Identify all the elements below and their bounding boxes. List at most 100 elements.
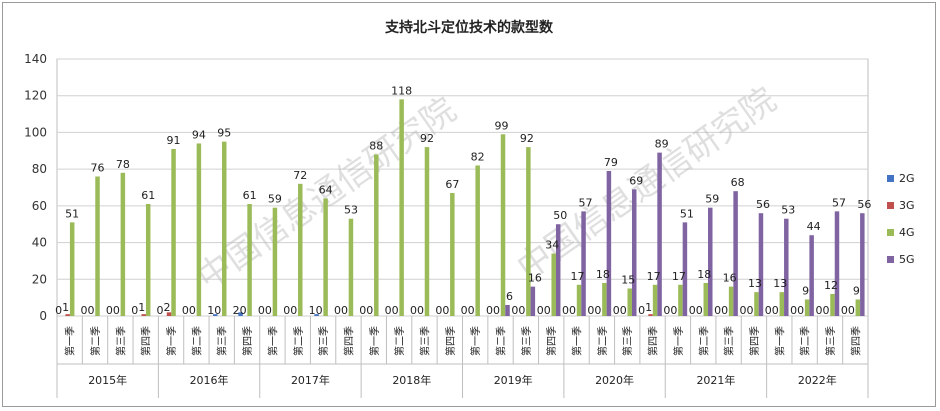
data-label-2G: 0 <box>689 304 696 317</box>
data-label-4G: 13 <box>773 277 787 290</box>
data-label-3G: 0 <box>392 304 399 317</box>
data-label-3G: 0 <box>670 304 677 317</box>
y-tick-label: 60 <box>32 199 47 213</box>
data-label-3G: 0 <box>214 304 221 317</box>
bar-5G <box>682 222 688 316</box>
data-label-2G: 0 <box>537 304 544 317</box>
x-tick-quarter-label: 第二季 <box>292 326 305 356</box>
bar-5G <box>505 304 510 316</box>
data-label-5G: 68 <box>731 176 745 189</box>
bar-5G <box>834 211 840 316</box>
bar-4G <box>247 204 252 316</box>
data-label-2G: 0 <box>410 304 417 317</box>
data-label-3G: 0 <box>88 304 95 317</box>
legend-label-5G: 5G <box>899 253 915 266</box>
bar-4G <box>602 282 607 316</box>
bar-4G <box>551 253 556 316</box>
legend-label-2G: 2G <box>899 172 915 185</box>
x-tick-quarter-label: 第三季 <box>520 326 533 356</box>
x-tick-year-label: 2019年 <box>494 373 533 387</box>
chart-title: 支持北斗定位技术的款型数 <box>385 20 553 36</box>
data-label-2G: 0 <box>131 304 138 317</box>
legend-swatch-4G <box>887 229 894 236</box>
data-label-3G: 0 <box>442 304 449 317</box>
data-label-3G: 0 <box>240 304 247 317</box>
bar-4G <box>69 222 75 316</box>
data-label-2G: 0 <box>663 304 670 317</box>
bar-4G <box>627 288 632 316</box>
bar-4G <box>374 154 379 316</box>
data-label-5G: 89 <box>655 138 669 151</box>
data-label-5G: 44 <box>807 220 821 233</box>
x-tick-quarter-label: 第四季 <box>342 326 355 356</box>
chart-frame: 支持北斗定位技术的款型数 0 20 40 60 80 100 120 140 中国信息通信研究院… <box>2 2 936 407</box>
x-tick-quarter-label: 第一季 <box>469 326 482 356</box>
data-label-5G: 57 <box>832 196 846 209</box>
data-label-2G: 0 <box>638 304 645 317</box>
data-label-3G: 0 <box>417 304 424 317</box>
bar-5G <box>758 213 764 316</box>
bar-4G <box>120 172 126 316</box>
bar-2G <box>238 312 243 316</box>
bar-4G <box>145 204 151 316</box>
data-label-2G: 0 <box>613 304 620 317</box>
x-tick-quarter-label: 第四季 <box>241 326 254 356</box>
data-label-5G: 69 <box>629 174 643 187</box>
y-tick-label: 80 <box>32 162 47 176</box>
bar-4G <box>221 141 227 316</box>
bar-5G <box>631 189 637 316</box>
x-tick-year-label: 2020年 <box>595 373 634 387</box>
bar-4G <box>652 284 658 316</box>
x-tick-quarter-label: 第一季 <box>672 326 685 356</box>
data-label-5G: 79 <box>604 156 618 169</box>
data-label-4G: 92 <box>420 132 434 145</box>
data-label-4G: 61 <box>243 189 257 202</box>
data-label-3G: 0 <box>822 304 829 317</box>
data-label-4G: 59 <box>268 193 282 206</box>
y-tick-label: 40 <box>32 236 47 250</box>
bar-5G <box>860 213 865 316</box>
bar-5G <box>555 224 561 316</box>
x-tick-quarter-label: 第三季 <box>114 326 127 356</box>
y-tick-label: 20 <box>32 272 47 286</box>
data-label-3G: 0 <box>746 304 753 317</box>
bar-3G <box>65 314 70 316</box>
data-label-5G: 56 <box>857 198 871 211</box>
data-label-2G: 2 <box>233 304 240 317</box>
data-label-4G: 12 <box>824 279 838 292</box>
data-label-5G: 59 <box>705 193 719 206</box>
x-tick-quarter-label: 第一季 <box>368 326 381 356</box>
bar-4G <box>855 299 861 316</box>
x-tick-year-label: 2016年 <box>190 373 229 387</box>
x-tick-quarter-label: 第三季 <box>621 326 634 356</box>
data-label-3G: 0 <box>696 304 703 317</box>
data-label-4G: 18 <box>596 268 610 281</box>
x-tick-quarter-label: 第四季 <box>545 326 558 356</box>
data-label-2G: 0 <box>486 304 493 317</box>
data-label-5G: 50 <box>553 209 567 222</box>
data-label-3G: 0 <box>721 304 728 317</box>
data-label-4G: 53 <box>344 204 358 217</box>
bar-2G <box>314 314 319 316</box>
data-label-4G: 72 <box>293 169 307 182</box>
data-label-4G: 91 <box>167 134 181 147</box>
data-label-3G: 0 <box>620 304 627 317</box>
data-label-4G: 118 <box>391 84 412 97</box>
data-label-3G: 0 <box>341 304 348 317</box>
legend-label-3G: 3G <box>899 199 915 212</box>
data-label-4G: 82 <box>471 150 485 163</box>
x-tick-quarter-label: 第二季 <box>697 326 710 356</box>
bar-5G <box>784 218 789 316</box>
data-label-2G: 0 <box>765 304 772 317</box>
data-label-2G: 0 <box>587 304 594 317</box>
data-label-2G: 0 <box>841 304 848 317</box>
bar-4G <box>272 207 278 316</box>
data-label-2G: 0 <box>81 304 88 317</box>
data-label-3G: 1 <box>645 301 652 314</box>
data-label-4G: 13 <box>748 277 762 290</box>
data-label-4G: 64 <box>319 184 333 197</box>
bar-5G <box>657 152 662 316</box>
bar-4G <box>779 292 785 316</box>
data-label-4G: 51 <box>65 207 79 220</box>
data-label-4G: 9 <box>853 284 860 297</box>
